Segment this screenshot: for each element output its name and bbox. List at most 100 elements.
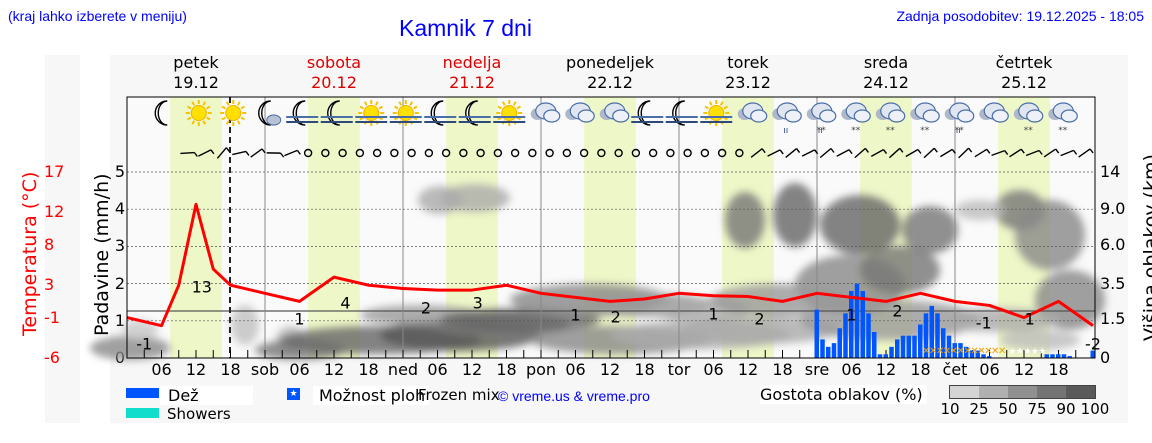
wind-barb-icon <box>854 147 866 159</box>
sun-fog-icon <box>389 100 422 126</box>
day-name: nedelja <box>442 53 502 72</box>
calm-wind-icon <box>441 148 451 158</box>
temperature-value: 1 <box>570 305 581 325</box>
calm-wind-icon <box>390 148 399 158</box>
cloud-snow-icon: ** <box>841 102 871 136</box>
x-tick: ned <box>387 360 419 379</box>
x-tick: 06 <box>979 360 1000 379</box>
svg-text:✕: ✕ <box>936 346 944 357</box>
cloud-height-tick: 6.0 <box>1100 235 1126 254</box>
svg-text:✕: ✕ <box>943 346 951 357</box>
temperature-value: 2 <box>610 307 621 327</box>
temperature-value: 1 <box>1024 309 1035 329</box>
cloud-icon <box>599 102 630 123</box>
wind-barb-icon <box>836 149 850 157</box>
calm-wind-icon <box>579 148 589 158</box>
calm-wind-icon <box>303 148 313 158</box>
sun-icon <box>220 100 247 126</box>
svg-text:★: ★ <box>1038 347 1046 357</box>
svg-text:✕: ✕ <box>984 346 992 357</box>
svg-text:✕: ✕ <box>957 346 965 357</box>
day-name: ponedeljek <box>566 53 654 72</box>
wind-barb-icon <box>958 147 970 159</box>
wind-barb-icon <box>819 147 832 159</box>
moon-fog-icon <box>631 100 664 126</box>
x-tick: 18 <box>496 360 517 379</box>
calm-wind-icon <box>407 148 416 158</box>
temperature-value: 2 <box>892 301 903 321</box>
wind-barb-icon <box>991 149 1005 157</box>
cloud-snow-icon: ** <box>1048 102 1078 136</box>
cloud-density-label: Gostota oblakov (%) <box>760 385 927 404</box>
cloud-icon <box>979 102 1009 123</box>
sun-fog-icon <box>700 100 733 126</box>
x-tick: 18 <box>772 360 793 379</box>
svg-text:✕: ✕ <box>950 346 958 357</box>
x-tick: 12 <box>185 360 207 379</box>
day-date: 20.12 <box>311 73 357 92</box>
temperature-value: -1 <box>975 313 992 333</box>
wind-barb-icon <box>1060 149 1074 157</box>
wind-barb-icon <box>180 151 195 155</box>
wind-barb-icon <box>250 148 263 158</box>
x-tick: 06 <box>151 360 172 379</box>
svg-text:**: ** <box>851 126 861 136</box>
cloud-snow-icon: ** <box>875 102 906 136</box>
svg-text:✕: ✕ <box>929 346 937 357</box>
calm-wind-icon <box>321 148 330 158</box>
calm-wind-icon <box>735 148 744 158</box>
page-title: Kamnik 7 dni <box>399 15 532 41</box>
day-header: torek 23.12 <box>679 53 817 93</box>
cloud-height-tick: 14 <box>1100 162 1121 181</box>
svg-text:**: ** <box>1024 126 1034 136</box>
legend-rain-label: Dež <box>160 386 253 405</box>
day-name: petek <box>173 53 219 72</box>
svg-text:✕: ✕ <box>977 346 985 357</box>
cloud-scale-tick: 100 <box>1080 400 1110 418</box>
day-name: torek <box>727 53 769 72</box>
temp-tick: -6 <box>44 348 60 367</box>
day-name: sreda <box>863 53 909 72</box>
credit-link[interactable]: © vreme.us & vreme.pro <box>498 388 650 404</box>
precip-tick: 4 <box>114 199 125 219</box>
calm-wind-icon <box>355 148 365 158</box>
moon-fog-icon <box>424 100 457 126</box>
wind-barb-icon <box>284 149 298 157</box>
cloud-icon <box>530 102 561 123</box>
x-tick: 12 <box>875 360 897 379</box>
temperature-value: 13 <box>191 277 212 297</box>
svg-text:✕: ✕ <box>922 346 930 357</box>
cloud-scale-tick: 50 <box>998 400 1018 418</box>
legend-possible-swatch: ★ <box>287 388 300 400</box>
wind-barb-icon <box>801 149 815 157</box>
cloud-sleet-icon: ıı** <box>944 102 975 136</box>
svg-text:**: ** <box>817 126 827 136</box>
calm-wind-icon <box>510 148 520 158</box>
day-header: petek 19.12 <box>127 53 265 93</box>
temp-axis-panel <box>45 55 80 423</box>
wind-barb-icon <box>198 149 212 157</box>
temperature-value: 4 <box>340 293 351 313</box>
svg-text:★: ★ <box>1031 347 1039 357</box>
x-tick: tor <box>667 360 691 379</box>
cloud-icon <box>565 102 595 123</box>
calm-wind-icon <box>648 148 658 158</box>
temp-tick: 12 <box>44 202 65 222</box>
wind-barb-icon <box>767 149 781 157</box>
moon-icon <box>154 100 168 126</box>
svg-text:★: ★ <box>1023 347 1031 357</box>
svg-text:ıı: ıı <box>956 126 961 136</box>
wind-barb-icon <box>923 147 935 159</box>
calm-wind-icon <box>459 148 468 158</box>
cloud-height-tick: 9.0 <box>1100 199 1126 218</box>
x-tick: 06 <box>703 360 724 379</box>
cloud-height-tick: 0 <box>1100 348 1111 367</box>
moon-fog-icon <box>320 100 353 126</box>
svg-text:★: ★ <box>1008 347 1016 357</box>
calm-wind-icon <box>545 148 554 158</box>
x-tick: 18 <box>220 360 241 379</box>
cloud-sleet-icon: ıı** <box>806 102 837 136</box>
calm-wind-icon <box>683 148 692 158</box>
day-name: sobota <box>306 53 362 72</box>
wind-barb-icon <box>905 148 919 158</box>
